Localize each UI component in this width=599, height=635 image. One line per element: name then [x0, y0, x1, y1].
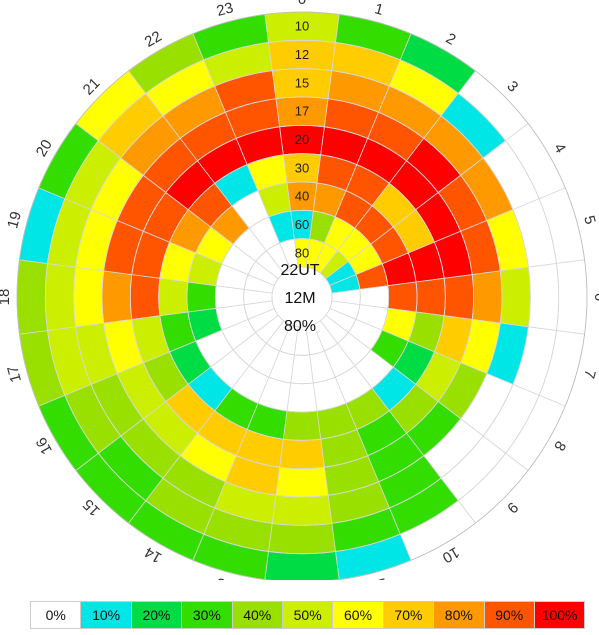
ring-gridline — [186, 181, 418, 413]
heatmap-cell — [101, 270, 133, 324]
sector-label: 19 — [4, 210, 25, 231]
heatmap-cell — [387, 281, 418, 313]
sector-label: 2 — [443, 30, 459, 49]
ring-gridline — [243, 238, 361, 356]
heatmap-cell — [282, 410, 322, 441]
sector-label: 14 — [142, 543, 165, 566]
heatmap-cell — [286, 382, 318, 413]
ring-gridline — [44, 39, 560, 555]
sector-label: 16 — [33, 434, 56, 457]
sector-label: 7 — [580, 368, 599, 380]
ring-gridline — [214, 209, 390, 385]
sector-label: 8 — [550, 438, 569, 454]
ring-gridline — [101, 96, 503, 498]
ring-labels: 10 12 15 17 20 30 40 60 80 — [295, 19, 309, 261]
legend-swatch: 60% — [333, 601, 384, 629]
ring-gridline — [16, 11, 588, 580]
legend-swatch: 100% — [534, 601, 586, 629]
ring-label: 12 — [295, 47, 309, 62]
sector-label: 23 — [215, 0, 236, 20]
sector-label: 1 — [373, 0, 385, 19]
sector-label: 17 — [4, 364, 25, 385]
ring-label: 80 — [295, 245, 309, 260]
sector-label: 5 — [580, 214, 599, 226]
grid-lines — [16, 11, 588, 580]
heatmap-cell — [268, 522, 336, 555]
center-time-label: 22UT — [280, 262, 320, 279]
ring-label: 60 — [295, 217, 309, 232]
legend-swatch: 90% — [484, 601, 535, 629]
sector-label: 11 — [369, 574, 388, 580]
ring-gridline — [158, 153, 446, 441]
sector-label: 21 — [80, 75, 104, 99]
legend-swatch: 30% — [182, 601, 233, 629]
sector-label: 4 — [550, 140, 569, 156]
ring-gridline — [271, 266, 333, 328]
heatmap-cell — [556, 259, 588, 335]
heatmap-cell — [129, 274, 161, 320]
legend-swatch: 10% — [81, 601, 132, 629]
sector-label: 15 — [80, 495, 104, 519]
heatmap-cell — [158, 277, 189, 317]
sector-label: 20 — [33, 137, 56, 160]
heatmap-cell — [275, 466, 329, 498]
sector-label: 22 — [142, 28, 165, 51]
sector-label: 0 — [298, 0, 306, 8]
legend-swatch: 40% — [232, 601, 283, 629]
heatmap-cell — [443, 274, 475, 320]
ring-label: 10 — [295, 19, 309, 34]
ring-gridline — [73, 68, 531, 526]
ring-label: 20 — [295, 132, 309, 147]
legend-swatch: 70% — [383, 601, 435, 629]
heatmap-cell — [471, 270, 503, 324]
center-percent-label: 80% — [283, 318, 317, 335]
sector-label: 6 — [591, 293, 599, 301]
legend-swatch: 0% — [31, 601, 82, 629]
heatmap-cell — [499, 266, 531, 328]
ring-label: 15 — [295, 75, 309, 90]
ring-gridline — [129, 124, 475, 470]
heatmap-cell — [16, 259, 48, 335]
sector-label: 18 — [0, 289, 13, 306]
ring-label: 40 — [295, 189, 309, 204]
sector-label: 9 — [503, 498, 521, 516]
heatmap-cell — [186, 281, 217, 313]
heatmap-cell — [264, 551, 340, 580]
heatmap-cell — [44, 263, 77, 331]
legend-swatch: 20% — [131, 601, 183, 629]
sector-label: 10 — [439, 543, 462, 566]
sector-label: 13 — [215, 574, 236, 580]
heatmap-cell — [527, 263, 560, 331]
sector-label: 3 — [503, 78, 521, 96]
heatmap-cell — [271, 494, 333, 526]
ring-label: 30 — [295, 160, 309, 175]
heatmap-cell — [415, 277, 446, 317]
ring-label: 17 — [295, 104, 309, 119]
legend-swatch: 50% — [282, 601, 334, 629]
center-month-label: 12M — [284, 290, 316, 307]
heatmap-cell — [73, 266, 105, 328]
color-legend: 0% 10% 20% 30% 40% 50% 60% 70% 80% 90% 100% — [30, 601, 586, 629]
legend-swatch: 80% — [434, 601, 485, 629]
heatmap-cell — [279, 438, 325, 470]
